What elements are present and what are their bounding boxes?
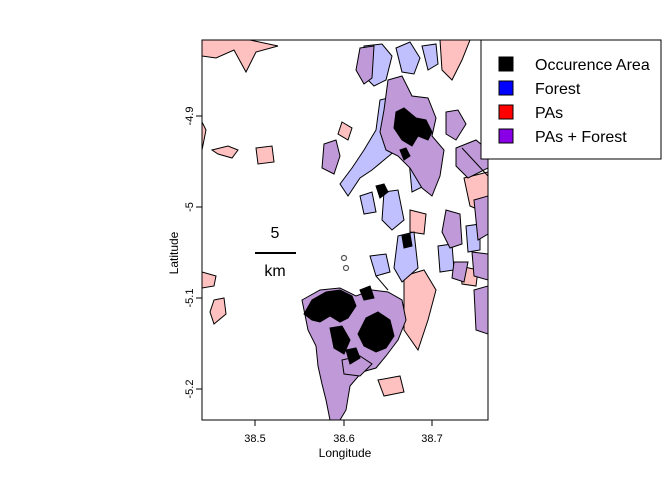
occurrence-polygon (393, 107, 433, 147)
occurrence-polygon (345, 347, 361, 365)
forest-polygon (421, 43, 439, 71)
forest-polygon (395, 41, 421, 75)
scale-bar-unit: km (264, 263, 285, 280)
scale-bar: 5 km (255, 225, 296, 280)
occurrence-polygon (357, 311, 395, 353)
map-layers (202, 40, 488, 420)
occurrence-polygon (399, 147, 411, 161)
y-tick-label: -4.9 (184, 107, 196, 126)
pa-polygon (377, 375, 405, 397)
x-axis-title: Longitude (319, 446, 372, 460)
overlap-polygon (473, 195, 488, 241)
forest-detail (375, 147, 488, 291)
y-tick-label: -5.2 (184, 380, 196, 399)
overlap-polygon (355, 45, 375, 85)
forest-polygon (381, 189, 405, 231)
legend-swatch-pas (498, 104, 514, 120)
pa-polygon (202, 271, 217, 289)
occurrence-polygon (329, 325, 351, 355)
legend-label: Forest (535, 81, 581, 98)
x-tick-label: 38.6 (333, 433, 354, 445)
legend-swatch-occurrence (498, 56, 514, 72)
overlap-polygon (471, 251, 488, 281)
legend-swatch-pas-forest (498, 128, 514, 144)
overlap-polygon (451, 261, 469, 283)
occurrence-polygon (359, 285, 375, 301)
pa-polygon (403, 269, 437, 352)
pa-polygon (337, 121, 353, 141)
pa-polygon (439, 40, 471, 81)
occurrence-point (342, 264, 350, 272)
pa-polygon (202, 40, 279, 74)
pa-polygon (209, 297, 227, 325)
y-axis-title: Latitude (167, 231, 181, 274)
y-tick-label: -5.1 (184, 289, 196, 308)
occurrence-polygon (303, 289, 357, 323)
forest-polygon (465, 223, 481, 253)
x-axis: 38.5 38.6 38.7 Longitude (244, 420, 443, 460)
x-tick-label: 38.7 (421, 433, 442, 445)
scale-bar-value: 5 (271, 225, 280, 242)
legend-label: PAs + Forest (535, 129, 627, 146)
occurrence-polygon (375, 183, 389, 199)
legend: Occurence Area Forest PAs PAs + Forest (480, 39, 662, 160)
forest-polygon (369, 253, 391, 277)
pa-polygon (202, 121, 207, 151)
overlap-polygon (445, 109, 467, 141)
forest-polygon (359, 191, 377, 215)
overlap-polygon (473, 285, 488, 335)
overlap-polygon (441, 209, 463, 249)
legend-label: Occurence Area (535, 57, 650, 74)
overlap-polygon (321, 139, 341, 175)
occurrence-layer (303, 107, 433, 365)
legend-label: PAs (535, 105, 563, 122)
occurrence-point (340, 254, 348, 262)
occurrence-points (340, 254, 350, 272)
pa-polygon (210, 145, 239, 159)
legend-swatch-forest (498, 80, 514, 96)
y-axis: -4.9 -5 -5.1 -5.2 Latitude (167, 107, 202, 399)
pa-polygon (409, 209, 427, 235)
y-tick-label: -5 (184, 202, 196, 212)
plot-frame (201, 39, 489, 421)
occurrence-polygon (401, 233, 413, 249)
forest-polygon (437, 243, 455, 273)
x-tick-label: 38.5 (244, 433, 265, 445)
pa-polygon (255, 145, 275, 165)
overlap-layer (301, 45, 488, 420)
